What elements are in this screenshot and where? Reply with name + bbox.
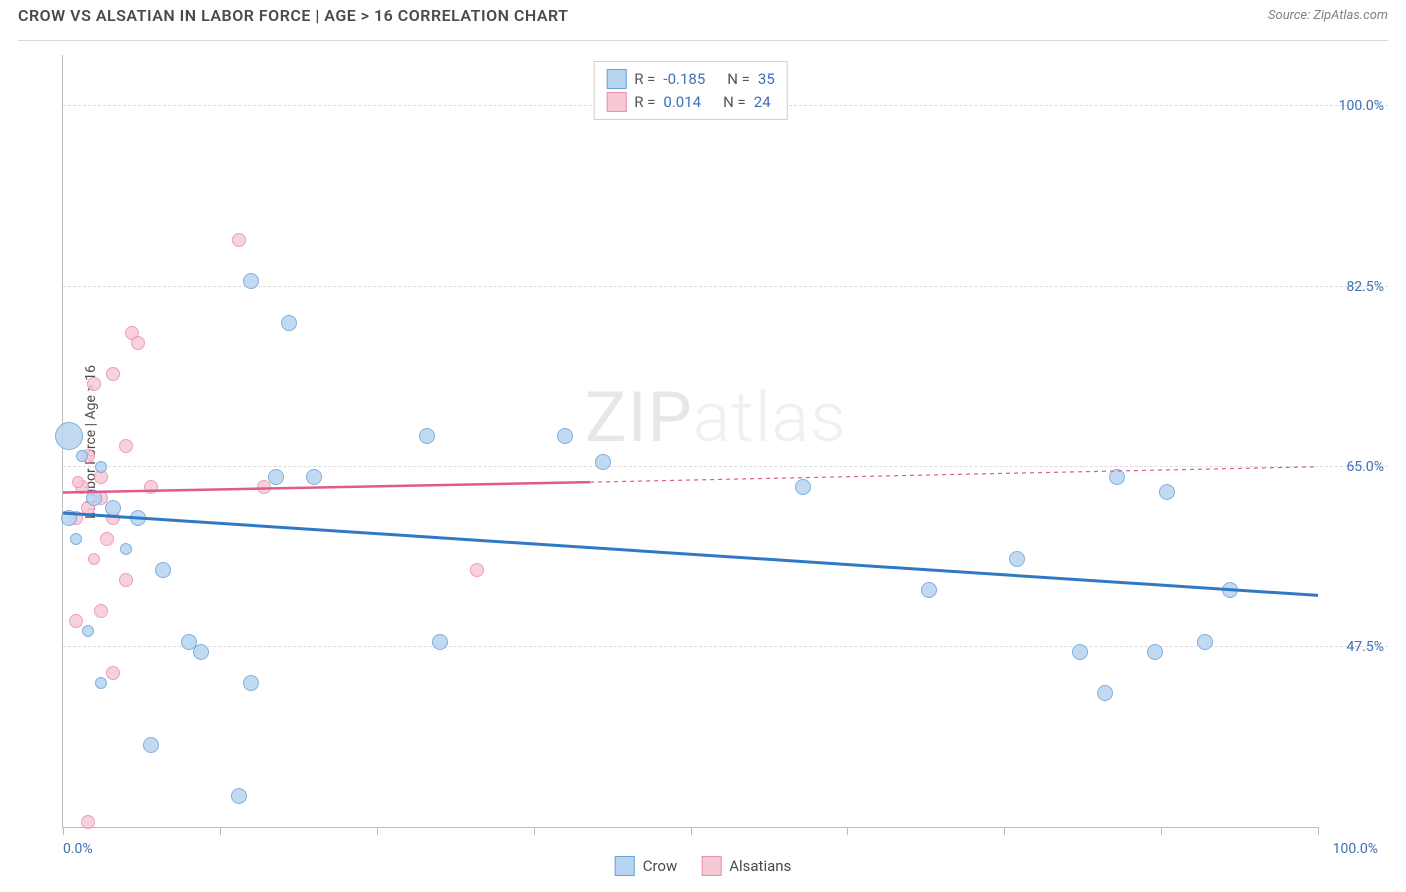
legend-row-alsatians: R = 0.014 N = 24 [606,91,775,114]
x-tick [534,827,535,835]
swatch-alsatians [701,856,721,876]
r-value-alsatians: 0.014 [663,91,701,114]
plot-area: ZIPatlas R = -0.185 N = 35 R = 0.014 N =… [62,55,1318,828]
legend-row-crow: R = -0.185 N = 35 [606,68,775,91]
series-legend: Crow Alsatians [615,856,792,876]
y-tick-label: 82.5% [1346,279,1384,295]
swatch-crow [615,856,635,876]
x-tick [1161,827,1162,835]
chart-title: CROW VS ALSATIAN IN LABOR FORCE | AGE > … [18,6,569,25]
n-value-alsatians: 24 [754,91,771,114]
x-tick [691,827,692,835]
x-tick [377,827,378,835]
x-tick [847,827,848,835]
n-label: N = [723,91,746,114]
n-label: N = [727,68,750,91]
x-tick [1004,827,1005,835]
y-tick-label: 100.0% [1339,98,1384,114]
x-axis-max: 100.0% [1333,841,1378,857]
n-value-crow: 35 [758,68,775,91]
swatch-alsatians [606,92,626,112]
r-value-crow: -0.185 [663,68,705,91]
r-label: R = [634,68,655,91]
x-axis-min: 0.0% [63,841,93,857]
legend-label-alsatians: Alsatians [729,857,791,875]
correlation-legend: R = -0.185 N = 35 R = 0.014 N = 24 [593,61,788,120]
chart-container: In Labor Force | Age > 16 ZIPatlas R = -… [18,40,1388,842]
y-tick-label: 65.0% [1346,459,1384,475]
legend-label-crow: Crow [643,857,678,875]
r-label: R = [634,91,655,114]
x-tick [63,827,64,835]
y-tick-label: 47.5% [1346,639,1384,655]
legend-item-crow: Crow [615,856,678,876]
source-label: Source: ZipAtlas.com [1268,8,1388,23]
x-tick [1318,827,1319,835]
legend-item-alsatians: Alsatians [701,856,791,876]
x-tick [220,827,221,835]
swatch-crow [606,69,626,89]
